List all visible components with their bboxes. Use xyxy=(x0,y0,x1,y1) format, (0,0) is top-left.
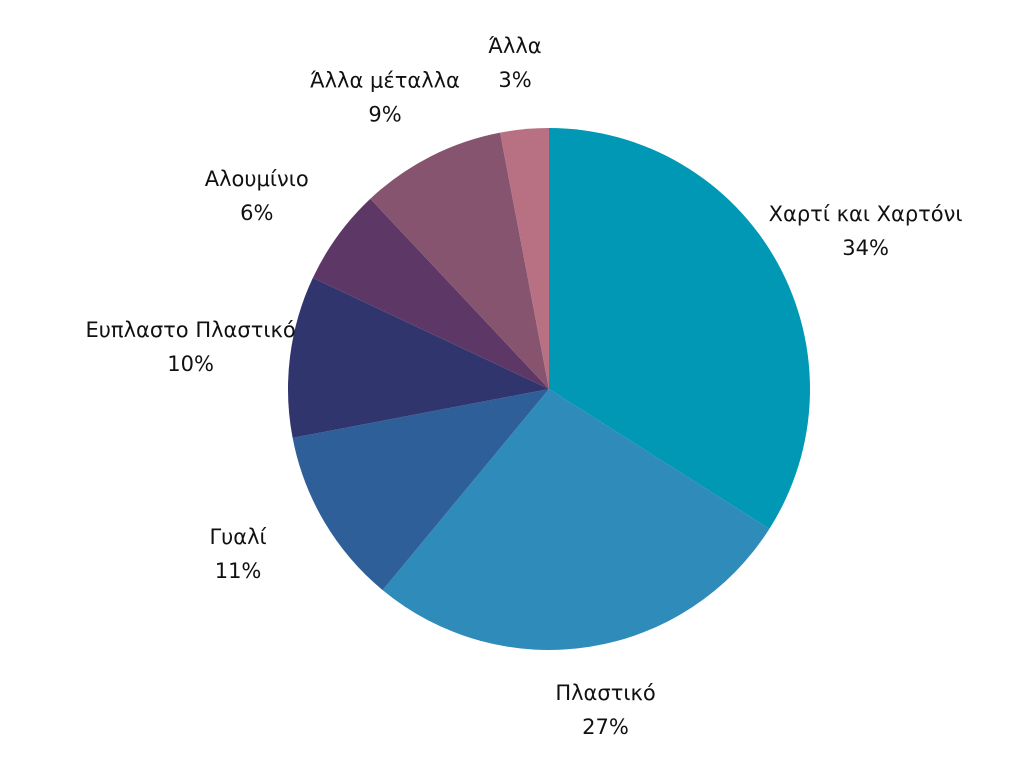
slice-label: Αλουμίνιο xyxy=(205,167,309,191)
pie-slice xyxy=(382,389,770,650)
slice-label: Γυαλί xyxy=(209,525,266,549)
slice-value-label: 6% xyxy=(240,201,273,225)
pie-slice xyxy=(500,128,549,389)
pie-slice xyxy=(549,128,810,529)
slice-value-label: 34% xyxy=(842,236,889,260)
pie-slice xyxy=(292,389,549,591)
slice-value-label: 27% xyxy=(582,715,629,739)
slice-label: Χαρτί και Χαρτόνι xyxy=(769,202,963,226)
pie-slice xyxy=(288,277,549,438)
slice-value-label: 10% xyxy=(167,352,214,376)
slice-label: Άλλα μέταλλα xyxy=(310,68,460,92)
slice-label: Πλαστικό xyxy=(555,681,655,705)
slice-value-label: 9% xyxy=(368,102,401,126)
pie-slice xyxy=(370,132,549,389)
slice-value-label: 11% xyxy=(215,559,262,583)
pie-slice xyxy=(312,198,549,389)
slice-label: Ευπλαστο Πλαστικό xyxy=(86,318,296,342)
slice-value-label: 3% xyxy=(498,68,531,92)
slice-label: Άλλα xyxy=(488,34,541,58)
